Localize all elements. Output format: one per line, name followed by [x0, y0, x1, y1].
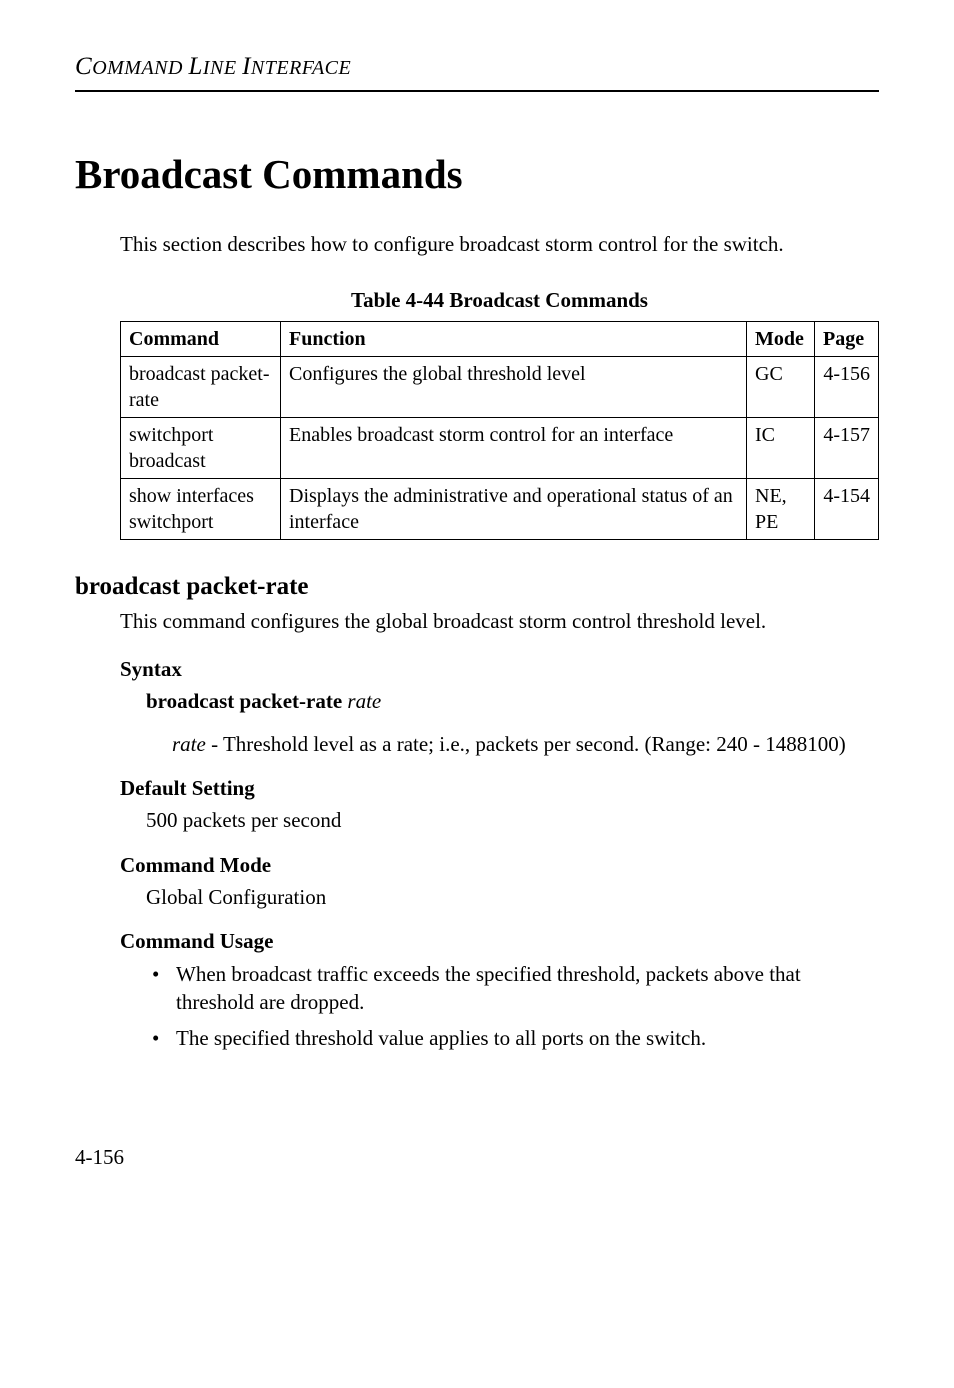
cell-mode: GC [747, 356, 815, 417]
cell-page: 4-157 [815, 417, 879, 478]
running-header-text: COMMAND LINE INTERFACE [75, 57, 351, 79]
intro-paragraph: This section describes how to configure … [120, 230, 879, 258]
list-item: The specified threshold value applies to… [152, 1024, 879, 1052]
default-setting-value: 500 packets per second [146, 806, 879, 834]
default-setting-label: Default Setting [120, 774, 879, 802]
cell-mode: NE, PE [747, 478, 815, 539]
col-mode: Mode [747, 321, 815, 356]
cell-mode: IC [747, 417, 815, 478]
table-header-row: Command Function Mode Page [121, 321, 879, 356]
page-title: Broadcast Commands [75, 147, 879, 202]
table-row: show interfaces switchport Displays the … [121, 478, 879, 539]
syntax-param: rate - Threshold level as a rate; i.e., … [172, 730, 879, 758]
cell-page: 4-154 [815, 478, 879, 539]
command-usage-label: Command Usage [120, 927, 879, 955]
running-header: COMMAND LINE INTERFACE [75, 50, 879, 92]
broadcast-commands-table: Command Function Mode Page broadcast pac… [120, 321, 879, 540]
syntax-command: broadcast packet-rate rate [146, 687, 879, 715]
table-row: broadcast packet-rate Configures the glo… [121, 356, 879, 417]
cell-command: broadcast packet-rate [121, 356, 281, 417]
cell-command: switchport broadcast [121, 417, 281, 478]
section-heading: broadcast packet-rate [75, 570, 879, 604]
table-caption: Table 4-44 Broadcast Commands [120, 286, 879, 314]
cell-command: show interfaces switchport [121, 478, 281, 539]
cell-function: Displays the administrative and operatio… [281, 478, 747, 539]
command-mode-value: Global Configuration [146, 883, 879, 911]
cell-function: Enables broadcast storm control for an i… [281, 417, 747, 478]
col-command: Command [121, 321, 281, 356]
syntax-command-prefix: broadcast packet-rate [146, 689, 342, 713]
command-usage-list: When broadcast traffic exceeds the speci… [152, 960, 879, 1053]
page-number: 4-156 [75, 1143, 879, 1171]
table-row: switchport broadcast Enables broadcast s… [121, 417, 879, 478]
syntax-label: Syntax [120, 655, 879, 683]
col-function: Function [281, 321, 747, 356]
command-mode-label: Command Mode [120, 851, 879, 879]
syntax-param-name: rate [172, 732, 206, 756]
section-description: This command configures the global broad… [120, 607, 879, 635]
cell-function: Configures the global threshold level [281, 356, 747, 417]
syntax-param-desc: - Threshold level as a rate; i.e., packe… [206, 732, 846, 756]
cell-page: 4-156 [815, 356, 879, 417]
list-item: When broadcast traffic exceeds the speci… [152, 960, 879, 1017]
syntax-command-arg: rate [347, 689, 381, 713]
col-page: Page [815, 321, 879, 356]
